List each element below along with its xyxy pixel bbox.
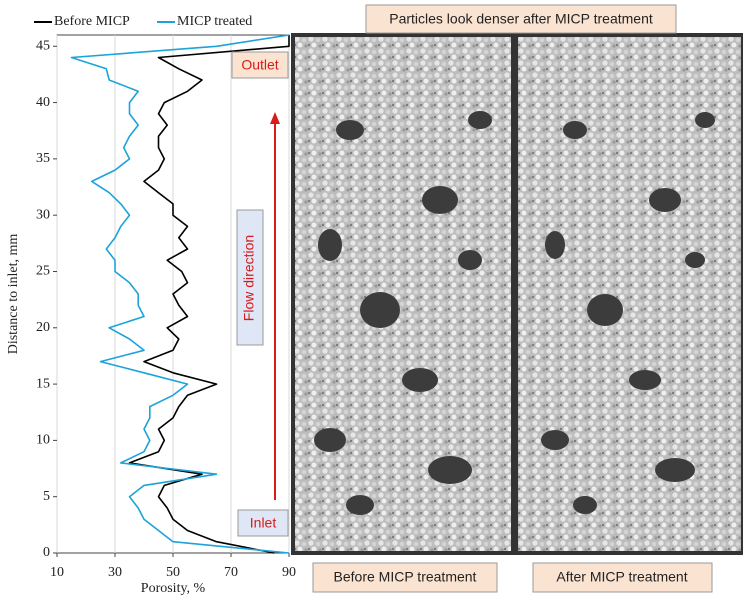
y-tick-label: 15	[36, 376, 50, 391]
before-caption: Before MICP treatment	[334, 569, 477, 585]
y-tick-label: 20	[36, 320, 50, 335]
caption-box	[312, 562, 498, 593]
y-tick-label: 25	[36, 264, 50, 279]
legend-label: MICP treated	[177, 14, 252, 29]
flow-box	[236, 209, 264, 346]
y-tick-label: 45	[36, 38, 50, 53]
y-axis-title: Distance to inlet, mm	[6, 234, 21, 355]
ct-image-after	[514, 33, 743, 555]
y-tick-label: 10	[36, 433, 50, 448]
y-tick-label: 40	[36, 95, 50, 110]
inlet-label: Inlet	[250, 515, 277, 531]
legend-label: Before MICP	[54, 14, 130, 29]
top-caption: Particles look denser after MICP treatme…	[389, 11, 653, 27]
x-tick-label: 10	[50, 565, 64, 580]
x-tick-label: 50	[166, 565, 180, 580]
series-line	[70, 34, 290, 554]
after-caption: After MICP treatment	[556, 569, 687, 585]
flow-label: Flow direction	[241, 235, 257, 321]
outlet-box	[231, 51, 289, 79]
ct-image-before	[291, 33, 515, 555]
outlet-label: Outlet	[241, 57, 278, 73]
x-tick-label: 70	[224, 565, 238, 580]
inlet-box	[237, 509, 289, 537]
y-tick-label: 5	[43, 489, 50, 504]
x-axis-title: Porosity, %	[141, 581, 206, 596]
x-tick-label: 30	[108, 565, 122, 580]
y-tick-label: 30	[36, 207, 50, 222]
flow-arrowhead	[270, 112, 280, 124]
y-tick-label: 35	[36, 151, 50, 166]
caption-box	[365, 4, 677, 34]
caption-box	[532, 562, 713, 593]
x-tick-label: 90	[282, 565, 296, 580]
y-tick-label: 0	[43, 545, 50, 560]
